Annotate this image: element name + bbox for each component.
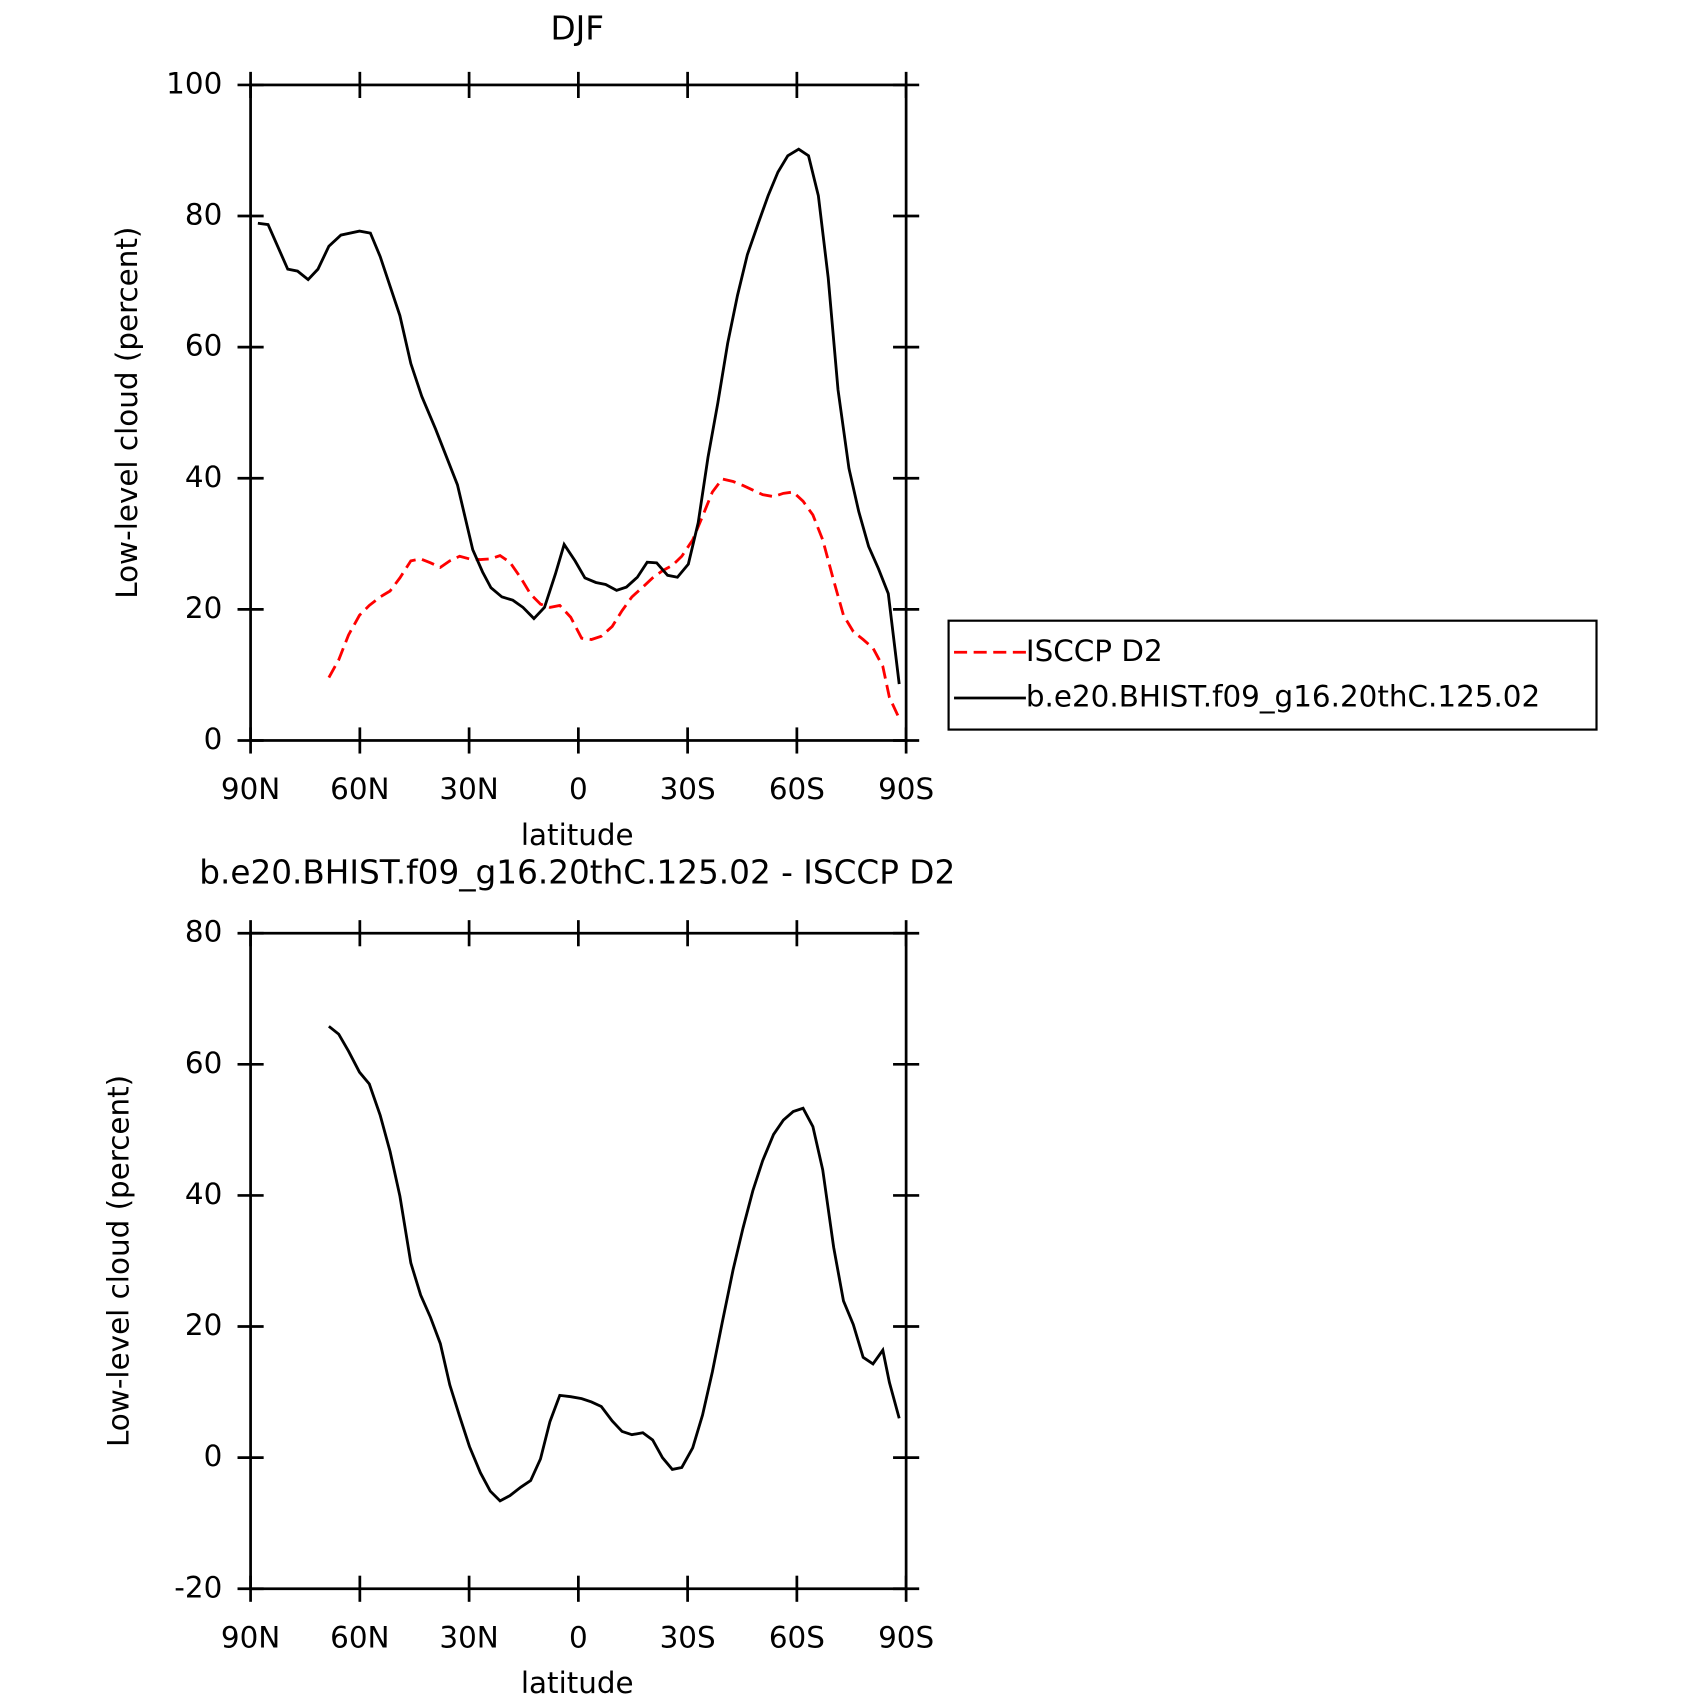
y-tick-label: -20 (174, 1570, 222, 1604)
chart-title: b.e20.BHIST.f09_g16.20thC.125.02 - ISCCP… (199, 853, 955, 891)
plot-frame (249, 83, 908, 742)
series-line (257, 147, 901, 685)
x-tick-label: 60S (769, 772, 825, 806)
x-tick-label: 30N (439, 772, 498, 806)
x-tick-label: 60N (330, 1620, 389, 1654)
y-tick-label: 100 (166, 66, 222, 100)
series-line (328, 1025, 901, 1503)
x-tick-label: 60N (330, 772, 389, 806)
plot-frame (249, 931, 908, 1591)
y-tick-label: 60 (185, 329, 222, 363)
y-tick-label: 80 (185, 198, 222, 232)
y-tick-label: 20 (185, 591, 222, 625)
x-tick-label: 30S (660, 772, 716, 806)
chart-title: DJF (550, 9, 604, 47)
x-tick-label: 30S (660, 1620, 716, 1654)
y-tick-label: 0 (204, 1439, 223, 1473)
y-axis-label: Low-level cloud (percent) (110, 227, 144, 599)
y-tick-label: 60 (185, 1046, 222, 1080)
x-tick-label: 90S (878, 1620, 934, 1654)
y-tick-label: 40 (185, 460, 222, 494)
legend-label: ISCCP D2 (1026, 634, 1163, 668)
x-tick-label: 60S (769, 1620, 825, 1654)
y-tick-label: 40 (185, 1177, 222, 1211)
legend-box (947, 619, 1598, 731)
x-axis-label: latitude (521, 1666, 634, 1700)
y-tick-label: 80 (185, 915, 222, 949)
series-line (327, 477, 902, 722)
y-tick-label: 20 (185, 1308, 222, 1342)
x-tick-label: 90N (221, 1620, 280, 1654)
x-tick-label: 30N (439, 1620, 498, 1654)
y-tick-label: 0 (204, 722, 223, 756)
x-tick-label: 90S (878, 772, 934, 806)
y-axis-label: Low-level cloud (percent) (101, 1075, 135, 1447)
legend-label: b.e20.BHIST.f09_g16.20thC.125.02 (1026, 680, 1540, 714)
x-tick-label: 90N (221, 772, 280, 806)
x-axis-label: latitude (521, 818, 634, 852)
x-tick-label: 0 (569, 1620, 588, 1654)
x-tick-label: 0 (569, 772, 588, 806)
